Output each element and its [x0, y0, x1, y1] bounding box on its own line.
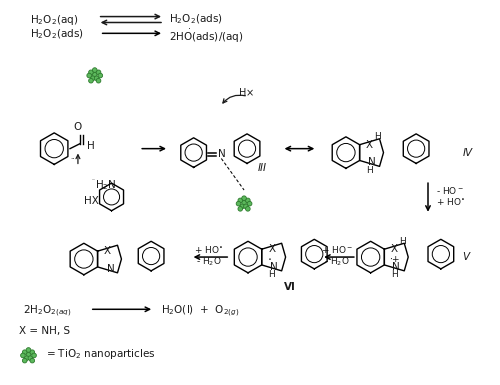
Circle shape: [238, 206, 242, 211]
Circle shape: [88, 79, 94, 83]
Circle shape: [90, 76, 95, 80]
Text: H: H: [374, 132, 381, 141]
Text: 2H$\dot{\rm O}$(ads)/(aq): 2H$\dot{\rm O}$(ads)/(aq): [169, 27, 244, 45]
Text: H$_2$N: H$_2$N: [94, 178, 116, 192]
Circle shape: [87, 73, 92, 78]
Text: X = NH, S: X = NH, S: [18, 326, 70, 336]
Text: - H$_2$O: - H$_2$O: [196, 256, 222, 268]
Circle shape: [246, 206, 250, 211]
Circle shape: [92, 68, 97, 72]
Circle shape: [246, 198, 250, 203]
Text: ..: ..: [70, 154, 75, 159]
Text: H$_2$O(l)  +  O$_{2(g)}$: H$_2$O(l) + O$_{2(g)}$: [161, 303, 240, 319]
Circle shape: [26, 348, 31, 352]
Circle shape: [248, 201, 252, 206]
Text: H$\times$: H$\times$: [238, 86, 254, 99]
Circle shape: [236, 201, 241, 206]
Circle shape: [88, 70, 94, 75]
Text: N: N: [270, 262, 278, 272]
Text: X: X: [268, 244, 276, 254]
Text: H$_2$O$_2$(ads): H$_2$O$_2$(ads): [169, 13, 222, 26]
Text: ..: ..: [92, 176, 96, 181]
Circle shape: [20, 353, 25, 358]
Text: = TiO$_2$ nanoparticles: = TiO$_2$ nanoparticles: [46, 347, 156, 361]
Text: - HO$^-$: - HO$^-$: [436, 184, 464, 196]
Text: V: V: [462, 252, 469, 262]
Text: N: N: [106, 264, 114, 274]
Text: 2H$_2$O$_{2(aq)}$: 2H$_2$O$_{2(aq)}$: [22, 303, 71, 319]
Circle shape: [240, 204, 244, 209]
Text: $\cdot$+: $\cdot$+: [390, 254, 401, 264]
Circle shape: [238, 198, 242, 203]
Text: N: N: [218, 149, 226, 159]
Circle shape: [98, 73, 102, 78]
Text: X: X: [391, 244, 398, 254]
Text: H: H: [366, 166, 373, 175]
Text: + HO$^{\bullet}$: + HO$^{\bullet}$: [436, 196, 465, 208]
Text: O: O: [74, 122, 82, 132]
Circle shape: [94, 76, 99, 80]
Text: H$_2$O$_2$(aq): H$_2$O$_2$(aq): [30, 13, 78, 27]
Text: H: H: [399, 237, 406, 246]
Circle shape: [244, 204, 248, 209]
Text: VI: VI: [284, 282, 296, 292]
Circle shape: [242, 196, 246, 201]
Text: + HO$^{\bullet}$: + HO$^{\bullet}$: [194, 244, 223, 254]
Circle shape: [92, 72, 97, 77]
Circle shape: [30, 358, 34, 363]
Text: + HO$^-$: + HO$^-$: [321, 244, 353, 254]
Circle shape: [96, 70, 101, 75]
Circle shape: [26, 352, 31, 357]
Text: X: X: [104, 246, 111, 256]
Text: H: H: [87, 141, 94, 151]
Text: - H$_2$O: - H$_2$O: [324, 256, 350, 268]
Text: N: N: [392, 262, 400, 272]
Text: H: H: [391, 270, 398, 279]
Circle shape: [96, 79, 101, 83]
Circle shape: [22, 358, 27, 363]
Text: IV: IV: [462, 147, 472, 157]
Text: N: N: [368, 157, 376, 167]
Circle shape: [22, 350, 27, 355]
Text: H: H: [268, 270, 275, 279]
Text: III: III: [258, 163, 267, 173]
Text: $\cdot$: $\cdot$: [267, 251, 272, 264]
Circle shape: [30, 350, 34, 355]
Circle shape: [32, 353, 36, 358]
Text: H$_2$O$_2$(ads): H$_2$O$_2$(ads): [30, 27, 84, 41]
Circle shape: [24, 356, 29, 360]
Circle shape: [28, 356, 32, 360]
Text: X: X: [366, 140, 373, 150]
Text: HX: HX: [84, 196, 98, 206]
Circle shape: [242, 201, 246, 205]
